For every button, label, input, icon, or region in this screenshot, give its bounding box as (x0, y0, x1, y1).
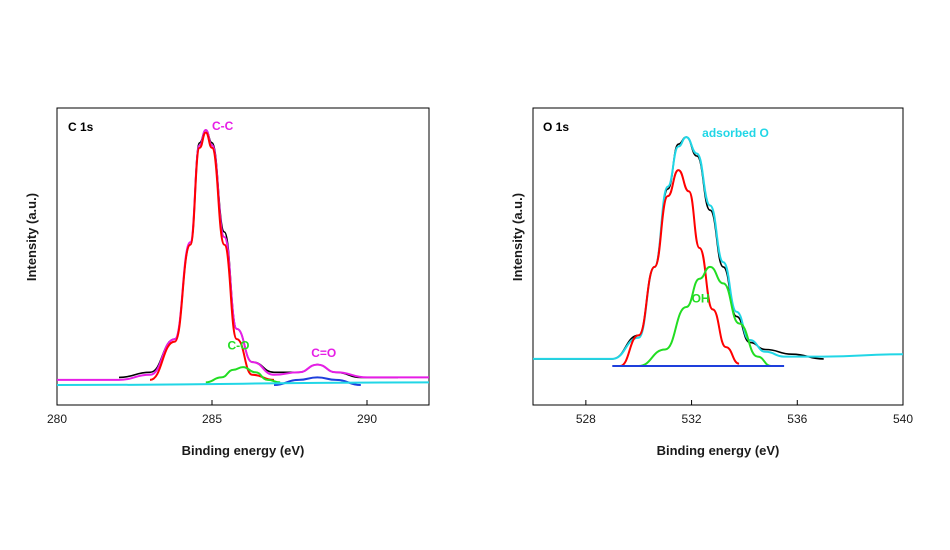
c1s-x-tick-label-280: 280 (47, 412, 67, 426)
c1s-series-raw (118, 129, 398, 379)
c1s-x-axis-title: Binding energy (eV) (182, 443, 305, 458)
c1s-peak-label-c-c: C-C (212, 119, 234, 133)
c1s-x-ticks: 280 285 290 (47, 400, 377, 426)
o1s-peak-label-oh: OH (692, 291, 710, 305)
o1s-x-axis-title: Binding energy (eV) (657, 443, 780, 458)
c1s-x-tick-label-285: 285 (202, 412, 222, 426)
o1s-plot-frame (532, 107, 904, 406)
c1s-annotations: C-C C-O C=O (212, 119, 336, 360)
c1s-series-c-o (273, 376, 361, 386)
o1s-series-group (533, 136, 904, 368)
o1s-x-tick-label-528: 528 (576, 412, 596, 426)
o1s-annotations: adsorbed O OH (692, 126, 769, 305)
c1s-panel-label: C 1s (68, 120, 94, 134)
o1s-x-tick-label-540: 540 (893, 412, 913, 426)
c1s-peak-label-c-o: C=O (311, 346, 336, 360)
o1s-panel-label: O 1s (543, 120, 569, 134)
c1s-y-axis-title: Intensity (a.u.) (24, 193, 39, 281)
o1s-x-ticks: 528 532 536 540 (576, 400, 913, 426)
c1s-panel: 280 285 290 C-C C-O C=O C 1s Binding energy … (24, 107, 430, 458)
o1s-panel: 528 532 536 540 adsorbed O OH O 1s Binding e… (510, 107, 913, 458)
o1s-peak-label-adsorbed-o: adsorbed O (702, 126, 769, 140)
c1s-x-tick-label-290: 290 (357, 412, 377, 426)
c1s-peak-label-c-o: C-O (228, 338, 250, 352)
o1s-series-oh (638, 265, 772, 367)
c1s-series-group (56, 129, 430, 386)
o1s-x-tick-label-532: 532 (682, 412, 702, 426)
o1s-x-tick-label-536: 536 (787, 412, 807, 426)
o1s-y-axis-title: Intensity (a.u.) (510, 193, 525, 281)
o1s-series-lattice (619, 169, 740, 367)
c1s-series-c-o (205, 366, 281, 384)
c1s-series-c-c (149, 131, 275, 381)
c1s-plot-frame (56, 107, 430, 406)
c1s-series-background (56, 381, 430, 386)
